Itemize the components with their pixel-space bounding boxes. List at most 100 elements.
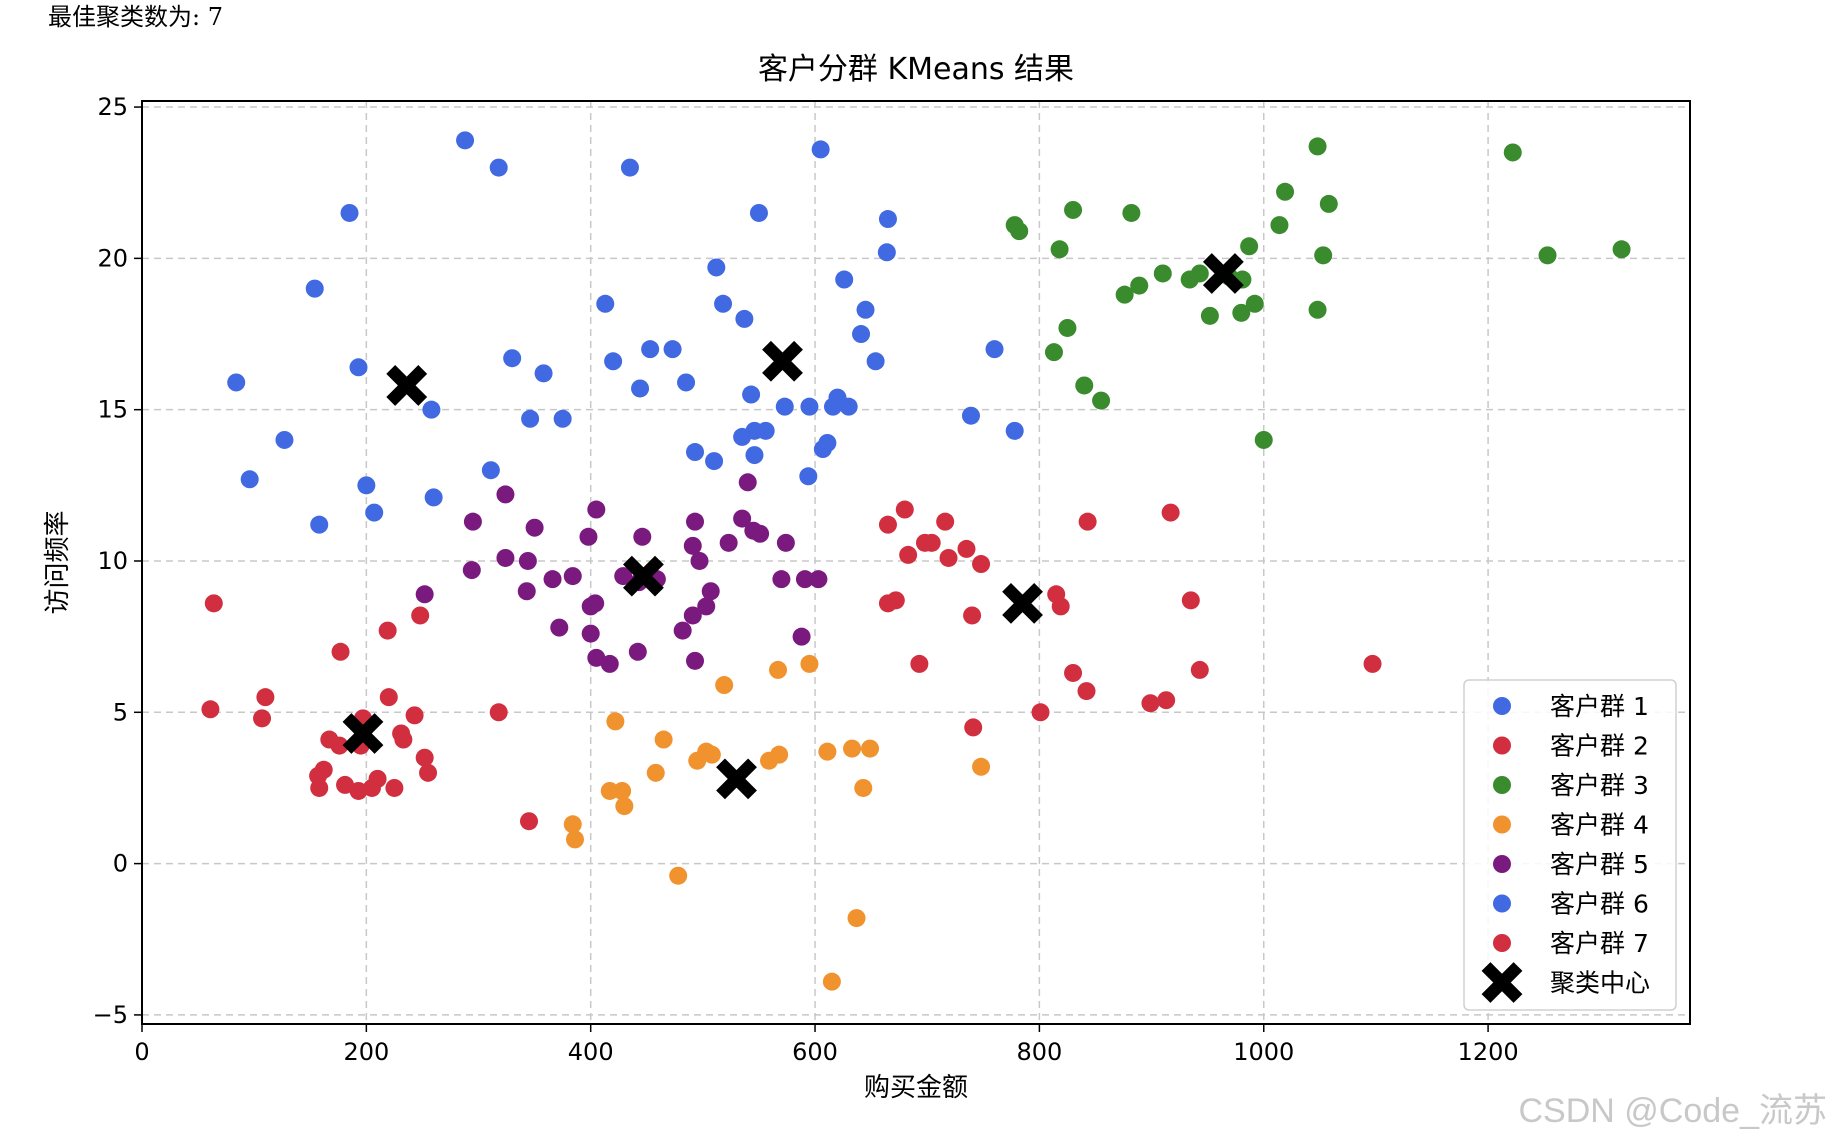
data-point-cluster-1 — [735, 309, 754, 328]
data-point-cluster-5 — [772, 570, 791, 589]
data-point-cluster-1 — [823, 397, 842, 416]
data-point-cluster-1 — [631, 379, 650, 398]
data-point-cluster-7 — [419, 763, 438, 782]
data-point-cluster-1 — [985, 340, 1004, 359]
data-point-cluster-4 — [565, 830, 584, 849]
data-point-cluster-1 — [227, 373, 246, 392]
data-point-cluster-2 — [922, 533, 941, 552]
data-point-cluster-3 — [1122, 203, 1141, 222]
data-point-cluster-7 — [394, 730, 413, 749]
data-point-cluster-7 — [385, 778, 404, 797]
data-point-cluster-1 — [756, 421, 775, 440]
data-point-cluster-5 — [633, 527, 652, 546]
data-point-cluster-1 — [1005, 421, 1024, 440]
data-point-cluster-5 — [683, 536, 702, 555]
data-point-cluster-5 — [462, 561, 481, 580]
data-point-cluster-2 — [1363, 654, 1382, 673]
data-point-cluster-1 — [775, 397, 794, 416]
x-tick-label: 600 — [792, 1038, 838, 1066]
data-point-cluster-5 — [587, 648, 606, 667]
data-point-cluster-5 — [795, 570, 814, 589]
data-point-cluster-7 — [415, 748, 434, 767]
data-point-cluster-7 — [253, 709, 272, 728]
legend-label: 聚类中心 — [1550, 969, 1650, 998]
x-tick-label: 200 — [343, 1038, 389, 1066]
legend-label: 客户群 1 — [1550, 692, 1649, 721]
data-point-cluster-3 — [1612, 240, 1631, 259]
data-point-cluster-7 — [310, 778, 329, 797]
data-point-cluster-4 — [688, 751, 707, 770]
data-point-cluster-1 — [835, 270, 854, 289]
data-point-cluster-5 — [579, 527, 598, 546]
data-point-cluster-1 — [839, 397, 858, 416]
y-tick-label: 25 — [97, 93, 128, 121]
data-point-cluster-2 — [939, 548, 958, 567]
data-point-cluster-1 — [714, 294, 733, 313]
legend-marker — [1493, 776, 1511, 794]
data-point-cluster-5 — [690, 551, 709, 570]
data-point-cluster-5 — [686, 512, 705, 531]
data-point-cluster-1 — [686, 443, 705, 462]
data-point-cluster-3 — [1314, 246, 1333, 265]
data-point-cluster-5 — [581, 624, 600, 643]
data-point-cluster-4 — [843, 739, 862, 758]
plot-frame — [141, 100, 1691, 1025]
legend-label: 客户群 2 — [1550, 732, 1649, 761]
cluster-center-marker — [623, 555, 664, 597]
data-point-cluster-1 — [240, 470, 259, 489]
data-point-cluster-1 — [799, 467, 818, 486]
data-point-cluster-1 — [856, 300, 875, 319]
data-point-cluster-5 — [581, 597, 600, 616]
x-tick-label: 1000 — [1233, 1038, 1294, 1066]
data-point-cluster-4 — [654, 730, 673, 749]
data-point-cluster-5 — [517, 582, 536, 601]
data-point-cluster-5 — [738, 473, 757, 492]
data-point-cluster-7 — [411, 606, 430, 625]
data-point-cluster-5 — [543, 570, 562, 589]
data-point-cluster-4 — [861, 739, 880, 758]
data-point-cluster-5 — [563, 567, 582, 586]
data-point-cluster-4 — [613, 781, 632, 800]
data-point-cluster-7 — [368, 769, 387, 788]
data-point-cluster-4 — [822, 972, 841, 991]
data-point-cluster-2 — [886, 591, 905, 610]
data-point-cluster-1 — [596, 294, 615, 313]
data-point-cluster-4 — [770, 745, 789, 764]
data-point-cluster-3 — [1319, 194, 1338, 213]
legend-box — [1463, 679, 1677, 1011]
data-point-cluster-3 — [1245, 294, 1264, 313]
data-point-cluster-1 — [620, 158, 639, 177]
data-point-cluster-5 — [518, 551, 537, 570]
data-point-cluster-1 — [340, 203, 359, 222]
data-point-cluster-2 — [895, 500, 914, 519]
data-point-cluster-3 — [1010, 222, 1029, 241]
data-point-cluster-4 — [702, 745, 721, 764]
y-tick-label: 0 — [113, 850, 128, 878]
data-point-cluster-4 — [563, 815, 582, 834]
data-point-cluster-5 — [719, 533, 738, 552]
legend-label: 客户群 4 — [1550, 811, 1649, 840]
data-point-cluster-7 — [256, 688, 275, 707]
data-point-cluster-3 — [1254, 430, 1273, 449]
data-point-cluster-7 — [378, 621, 397, 640]
data-point-cluster-4 — [800, 654, 819, 673]
legend-marker — [1493, 815, 1511, 834]
cluster-center-marker — [1202, 253, 1244, 294]
data-point-cluster-4 — [669, 866, 688, 885]
data-point-cluster-1 — [705, 452, 724, 471]
data-point-cluster-5 — [496, 548, 515, 567]
x-tick-label: 800 — [1016, 1038, 1062, 1066]
data-point-cluster-3 — [1064, 200, 1083, 219]
data-point-cluster-7 — [330, 736, 349, 755]
data-point-cluster-4 — [715, 676, 734, 695]
y-tick-label: 10 — [97, 547, 128, 575]
data-point-cluster-5 — [614, 567, 633, 586]
data-point-cluster-3 — [1308, 137, 1327, 156]
y-tick-label: 15 — [97, 396, 128, 424]
data-point-cluster-3 — [1270, 216, 1289, 235]
legend-marker — [1493, 894, 1511, 913]
data-point-cluster-3 — [1276, 182, 1295, 201]
cluster-center-marker — [716, 758, 757, 800]
data-point-cluster-1 — [422, 400, 441, 419]
data-point-cluster-2 — [1190, 660, 1209, 679]
